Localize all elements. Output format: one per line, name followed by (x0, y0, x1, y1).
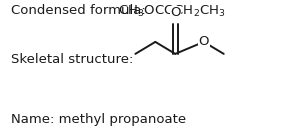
Text: Condensed formula:: Condensed formula: (11, 4, 150, 17)
Text: O: O (199, 35, 209, 48)
Text: $\mathregular{CH_3OCOCH_2CH_3}$: $\mathregular{CH_3OCOCH_2CH_3}$ (118, 4, 226, 19)
Text: Skeletal structure:: Skeletal structure: (11, 53, 134, 66)
Text: O: O (170, 6, 180, 19)
Text: Name: methyl propanoate: Name: methyl propanoate (11, 113, 186, 126)
